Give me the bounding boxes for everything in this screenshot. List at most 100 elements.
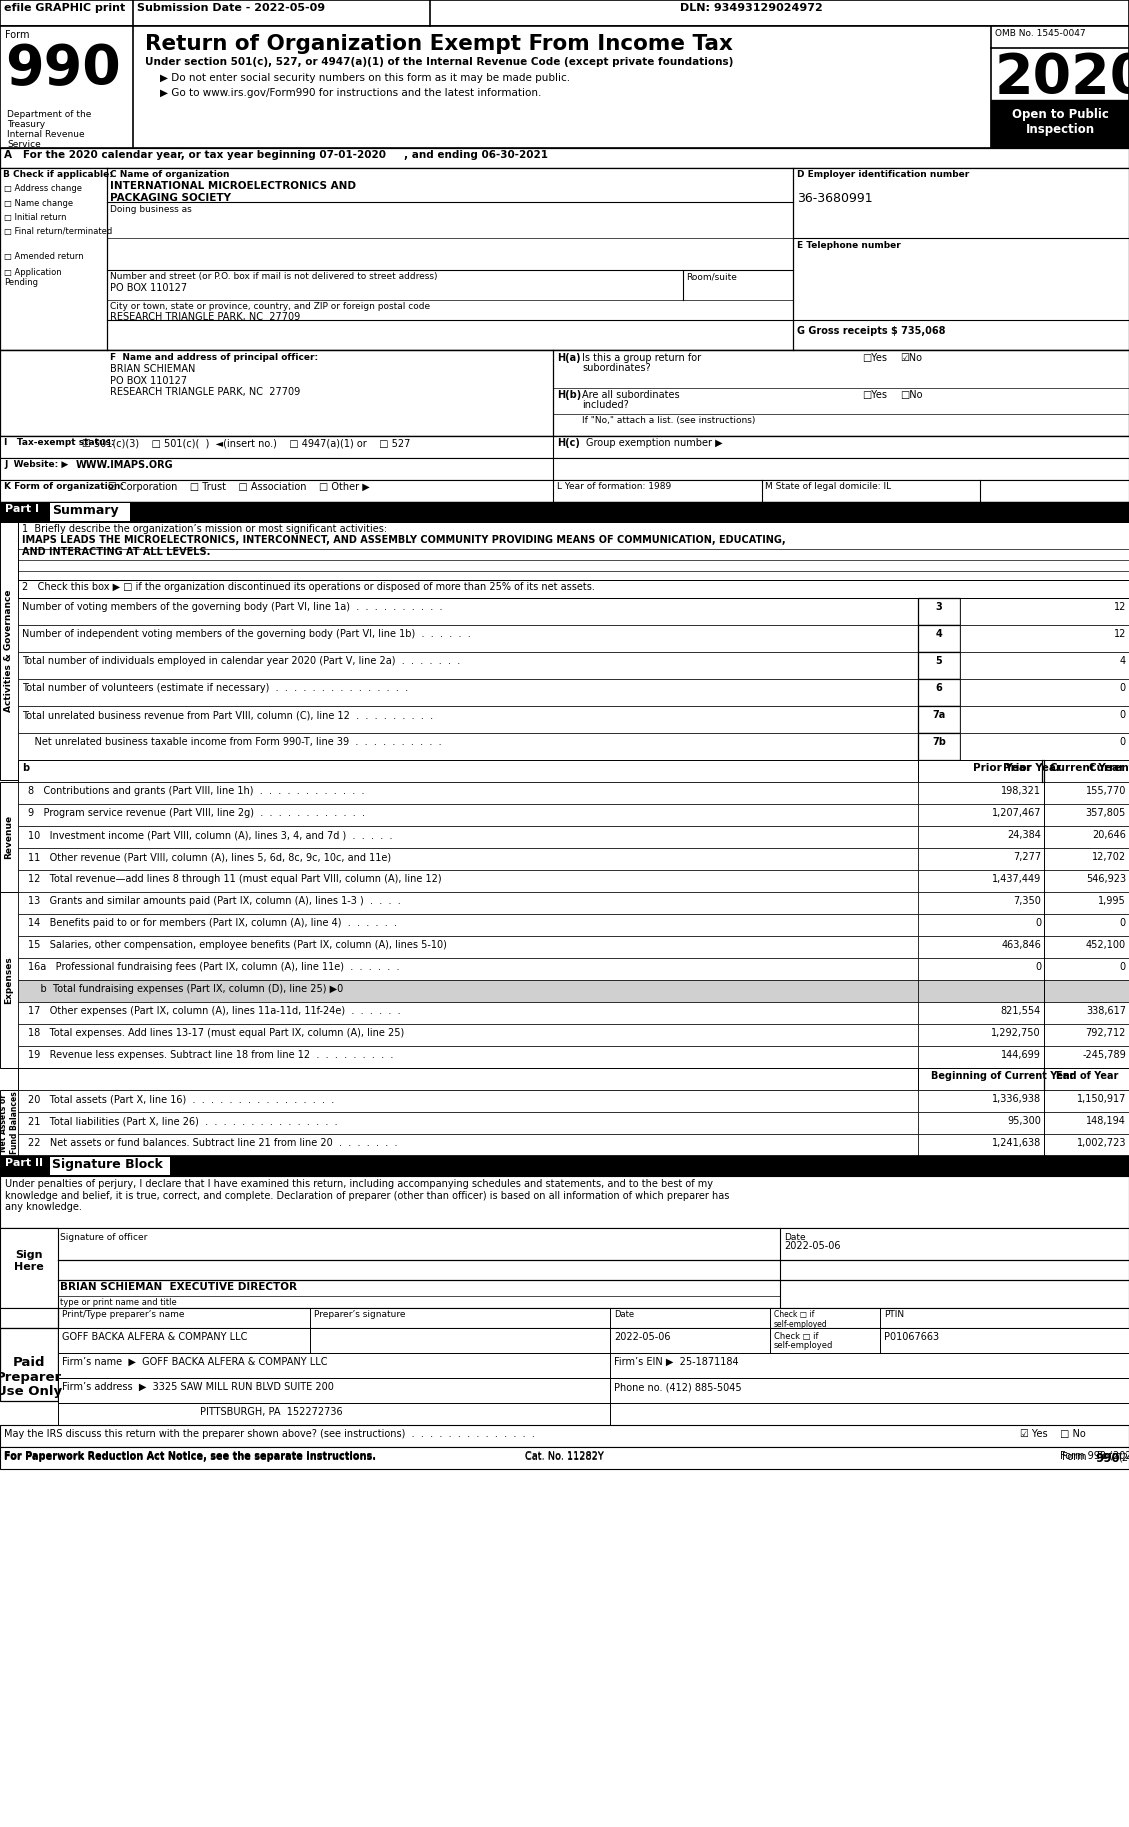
- Text: 155,770: 155,770: [1086, 786, 1126, 797]
- Text: 7,350: 7,350: [1013, 895, 1041, 906]
- Text: 20,646: 20,646: [1092, 829, 1126, 840]
- Bar: [918, 848, 1129, 870]
- Text: 15   Salaries, other compensation, employee benefits (Part IX, column (A), lines: 15 Salaries, other compensation, employe…: [28, 941, 447, 950]
- Bar: [18, 1047, 918, 1069]
- Bar: [918, 804, 1129, 826]
- Bar: [58, 1328, 1129, 1354]
- Bar: [18, 870, 918, 892]
- Bar: [918, 935, 1129, 957]
- Text: 1,995: 1,995: [1099, 895, 1126, 906]
- Text: 1,241,638: 1,241,638: [991, 1138, 1041, 1147]
- Bar: [0, 1228, 1129, 1308]
- Text: Date: Date: [614, 1310, 634, 1319]
- Text: Number of independent voting members of the governing body (Part VI, line 1b)  .: Number of independent voting members of …: [21, 628, 471, 639]
- Text: C Name of organization: C Name of organization: [110, 170, 229, 179]
- Bar: [18, 957, 918, 979]
- Bar: [0, 481, 1129, 502]
- Bar: [18, 705, 918, 733]
- Bar: [18, 1023, 918, 1047]
- Text: E Telephone number: E Telephone number: [797, 241, 901, 250]
- Bar: [918, 652, 960, 680]
- Text: 16a   Professional fundraising fees (Part IX, column (A), line 11e)  .  .  .  . : 16a Professional fundraising fees (Part …: [28, 963, 400, 972]
- Bar: [18, 826, 918, 848]
- Text: 10   Investment income (Part VIII, column (A), lines 3, 4, and 7d )  .  .  .  . : 10 Investment income (Part VIII, column …: [28, 829, 393, 840]
- Bar: [0, 782, 18, 892]
- Text: 4: 4: [1120, 656, 1126, 667]
- Text: Group exemption number ▶: Group exemption number ▶: [586, 438, 723, 448]
- Text: May the IRS discuss this return with the preparer shown above? (see instructions: May the IRS discuss this return with the…: [5, 1429, 535, 1440]
- Bar: [918, 870, 1129, 892]
- Bar: [0, 1308, 1129, 1328]
- Text: Signature of officer: Signature of officer: [60, 1233, 148, 1242]
- Text: Signature Block: Signature Block: [52, 1158, 163, 1171]
- Bar: [960, 705, 1129, 733]
- Text: ▶ Go to www.irs.gov/Form990 for instructions and the latest information.: ▶ Go to www.irs.gov/Form990 for instruct…: [160, 88, 542, 99]
- Text: 1  Briefly describe the organization’s mission or most significant activities:: 1 Briefly describe the organization’s mi…: [21, 524, 387, 533]
- Text: 2020: 2020: [995, 51, 1129, 104]
- Text: Check □ if: Check □ if: [774, 1332, 819, 1341]
- Text: Department of the: Department of the: [7, 110, 91, 119]
- Bar: [0, 523, 18, 780]
- Text: 0: 0: [1120, 711, 1126, 720]
- Text: Part I: Part I: [5, 504, 40, 513]
- Text: Form: Form: [5, 29, 29, 40]
- Text: Firm’s EIN ▶  25-1871184: Firm’s EIN ▶ 25-1871184: [614, 1357, 738, 1367]
- Text: 1,336,938: 1,336,938: [992, 1094, 1041, 1104]
- Bar: [0, 26, 1129, 148]
- Text: For Paperwork Reduction Act Notice, see the separate instructions.: For Paperwork Reduction Act Notice, see …: [5, 1451, 376, 1462]
- Bar: [918, 1023, 1129, 1047]
- Bar: [918, 625, 960, 652]
- Text: H(c): H(c): [557, 438, 580, 448]
- Text: 12: 12: [1113, 603, 1126, 612]
- Bar: [0, 437, 1129, 459]
- Text: Phone no. (412) 885-5045: Phone no. (412) 885-5045: [614, 1381, 742, 1392]
- Bar: [918, 1069, 1129, 1091]
- Text: Paid
Preparer
Use Only: Paid Preparer Use Only: [0, 1356, 62, 1398]
- Bar: [18, 579, 1129, 597]
- Bar: [0, 1091, 18, 1156]
- Text: 0: 0: [1120, 963, 1126, 972]
- Text: □ Initial return: □ Initial return: [5, 214, 67, 223]
- Text: Firm’s name  ▶  GOFF BACKA ALFERA & COMPANY LLC: Firm’s name ▶ GOFF BACKA ALFERA & COMPAN…: [62, 1357, 327, 1367]
- Text: Prior Year: Prior Year: [1003, 764, 1061, 773]
- Text: □ Final return/terminated: □ Final return/terminated: [5, 227, 112, 236]
- Text: 463,846: 463,846: [1001, 941, 1041, 950]
- Text: Number and street (or P.O. box if mail is not delivered to street address): Number and street (or P.O. box if mail i…: [110, 272, 438, 281]
- Text: efile GRAPHIC print: efile GRAPHIC print: [5, 4, 125, 13]
- Text: Total number of volunteers (estimate if necessary)  .  .  .  .  .  .  .  .  .  .: Total number of volunteers (estimate if …: [21, 683, 408, 692]
- Text: Sign
Here: Sign Here: [15, 1250, 44, 1272]
- Bar: [918, 826, 1129, 848]
- Bar: [991, 100, 1129, 148]
- Text: included?: included?: [583, 400, 629, 409]
- Bar: [18, 597, 918, 625]
- Bar: [0, 1177, 1129, 1228]
- Bar: [58, 1378, 1129, 1403]
- Bar: [918, 979, 1129, 1001]
- Bar: [18, 733, 918, 760]
- Text: Current Year: Current Year: [1050, 764, 1123, 773]
- Bar: [918, 914, 1129, 935]
- Text: PTIN: PTIN: [884, 1310, 904, 1319]
- Text: b: b: [21, 764, 29, 773]
- Text: 20   Total assets (Part X, line 16)  .  .  .  .  .  .  .  .  .  .  .  .  .  .  .: 20 Total assets (Part X, line 16) . . . …: [28, 1094, 334, 1104]
- Bar: [18, 914, 918, 935]
- Bar: [18, 523, 1129, 579]
- Bar: [18, 892, 918, 914]
- Text: Service: Service: [7, 141, 41, 150]
- Bar: [18, 935, 918, 957]
- Text: PITTSBURGH, PA  152272736: PITTSBURGH, PA 152272736: [200, 1407, 342, 1418]
- Text: 546,923: 546,923: [1086, 873, 1126, 884]
- Bar: [18, 848, 918, 870]
- Text: 5: 5: [936, 656, 943, 667]
- Bar: [918, 782, 1129, 804]
- Text: 148,194: 148,194: [1086, 1116, 1126, 1125]
- Bar: [918, 1113, 1129, 1135]
- Text: Under penalties of perjury, I declare that I have examined this return, includin: Under penalties of perjury, I declare th…: [5, 1178, 729, 1211]
- Text: 7,277: 7,277: [1013, 851, 1041, 862]
- Text: 6: 6: [936, 683, 943, 692]
- Text: subordinates?: subordinates?: [583, 364, 650, 373]
- Bar: [918, 597, 960, 625]
- Text: Expenses: Expenses: [5, 956, 14, 1003]
- Bar: [0, 1425, 1129, 1447]
- Text: Total unrelated business revenue from Part VIII, column (C), line 12  .  .  .  .: Total unrelated business revenue from Pa…: [21, 711, 434, 720]
